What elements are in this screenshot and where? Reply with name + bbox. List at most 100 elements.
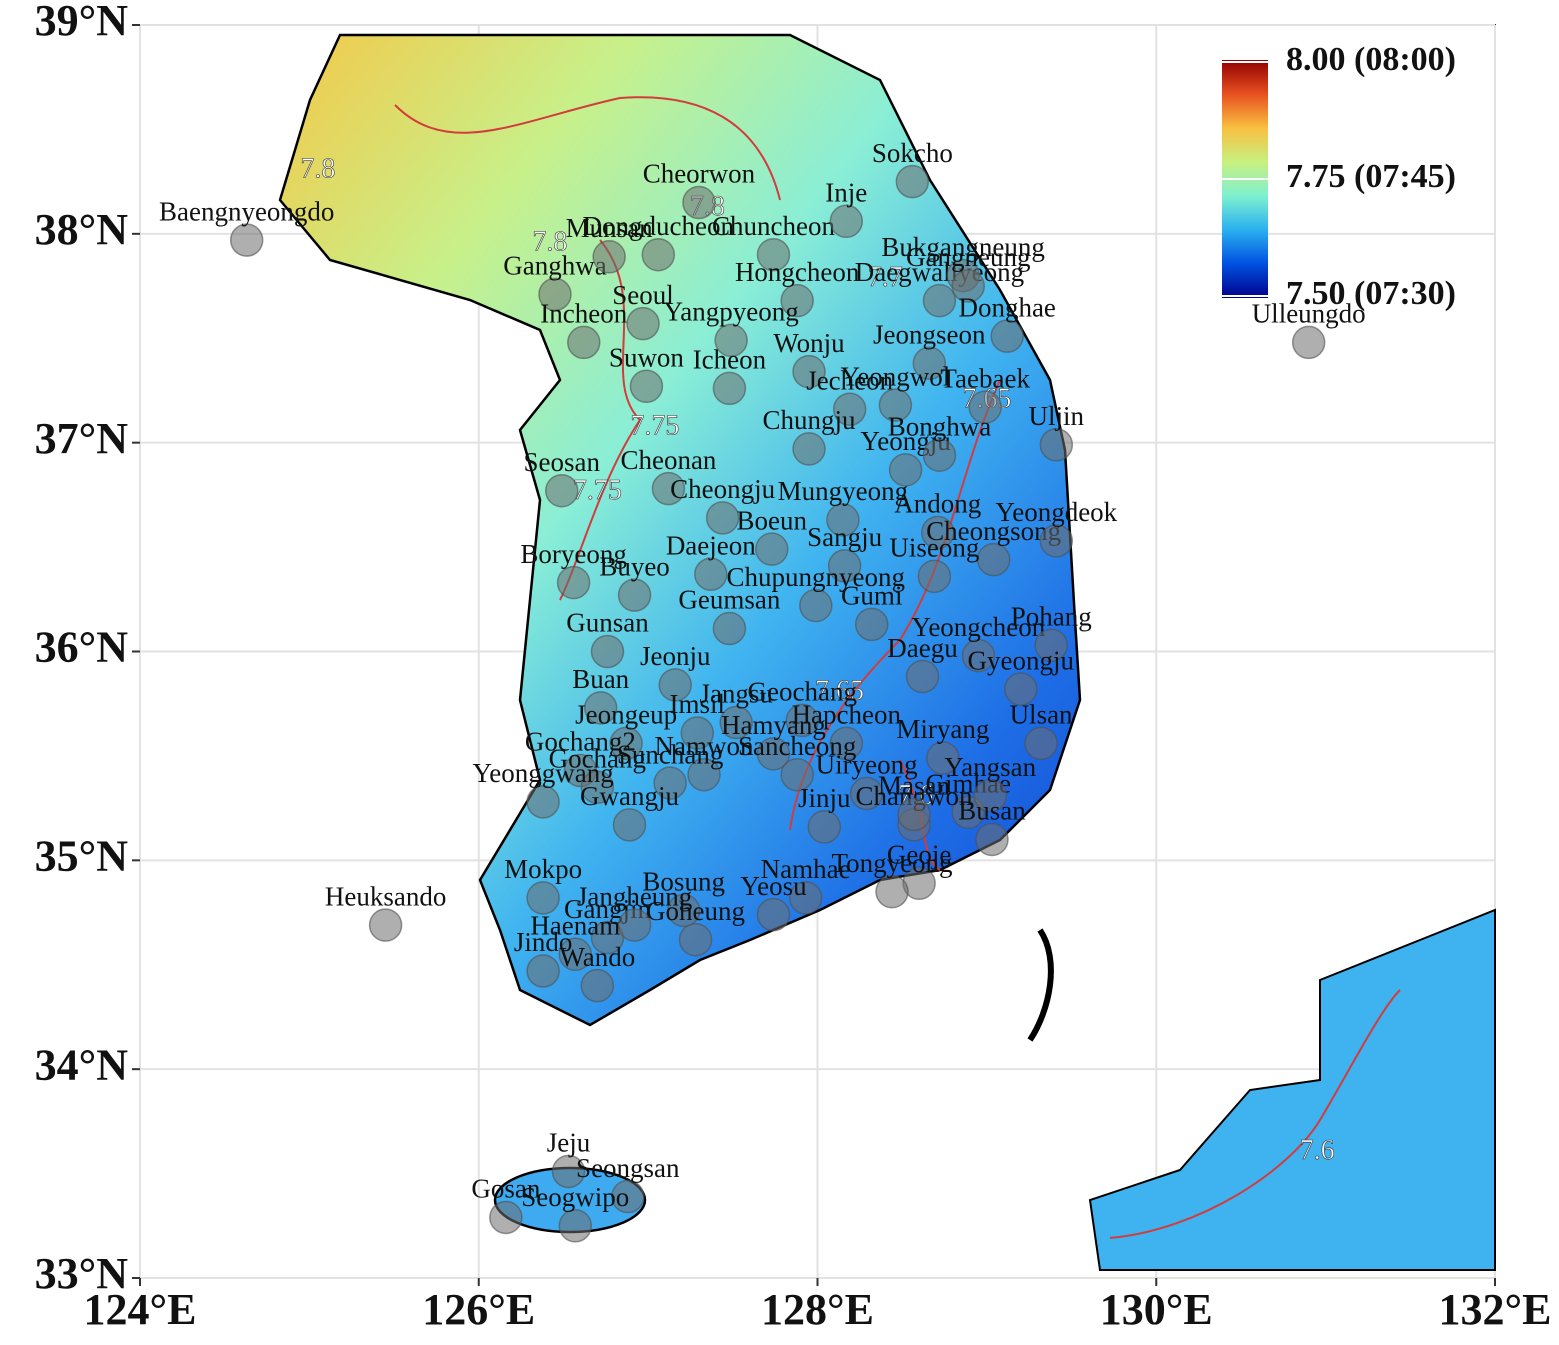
station-label: Icheon	[693, 345, 767, 375]
y-tick-label: 39°N	[35, 0, 129, 45]
station-marker	[368, 908, 403, 942]
station-marker	[756, 237, 791, 272]
station-marker	[687, 757, 721, 792]
station-marker	[580, 968, 615, 1003]
station-marker	[990, 319, 1024, 353]
station-label: Jangheung	[577, 881, 692, 911]
station-marker	[799, 588, 833, 623]
station-marker	[551, 1154, 586, 1189]
station-label: Sokcho	[872, 138, 953, 168]
y-tick-label: 33°N	[35, 1249, 129, 1298]
station-label: Andong	[894, 489, 981, 519]
contour-label: 7.8	[532, 227, 567, 258]
station-label: Chuncheon	[712, 211, 835, 241]
contour-label: 7.75	[630, 410, 679, 441]
station-label: Buan	[572, 664, 629, 694]
contour-label: 7.6	[1300, 1135, 1335, 1166]
station-marker	[526, 881, 560, 915]
station-marker	[976, 542, 1011, 577]
station-marker	[922, 283, 957, 318]
station-marker	[792, 354, 826, 389]
station-label: Sangju	[807, 522, 883, 552]
station-label: Baengnyeongdo	[159, 196, 334, 226]
y-tick-label: 36°N	[35, 623, 129, 672]
station-label: Seosan	[523, 447, 600, 477]
station-label: Busan	[958, 796, 1026, 826]
station-label: Namhae	[761, 854, 851, 884]
station-label: Cheorwon	[643, 159, 756, 189]
station-label: Gwangju	[580, 781, 679, 811]
x-tick-label: 132°E	[1439, 1285, 1552, 1334]
station-label: Miryang	[896, 714, 989, 744]
contour-label: 7.7	[868, 262, 903, 293]
station-label: Inje	[825, 178, 867, 208]
station-marker	[785, 703, 820, 738]
station-label: Seoul	[612, 280, 674, 310]
station-marker	[629, 369, 664, 404]
station-label: Masan	[878, 771, 950, 801]
station-label: Yangpyeong	[663, 297, 798, 327]
y-tick-label: 38°N	[35, 205, 129, 254]
station-marker	[626, 306, 660, 341]
station-marker	[558, 937, 593, 972]
station-label: Yeongwol	[841, 361, 951, 391]
colorbar-label: 7.75 (07:45)	[1286, 158, 1456, 195]
station-label: Geoje	[887, 840, 951, 870]
station-label: Buyeo	[599, 551, 670, 581]
station-label: Bosung	[642, 867, 725, 897]
station-marker	[712, 611, 747, 646]
station-marker	[580, 770, 615, 804]
station-marker	[680, 716, 714, 750]
station-label: Donghae	[958, 292, 1055, 322]
station-marker	[651, 471, 686, 506]
station-marker	[756, 737, 791, 771]
station-label: Ulleungdo	[1252, 299, 1366, 329]
station-label: Mungyeong	[778, 476, 909, 506]
station-label: Gosan	[471, 1174, 540, 1204]
station-marker	[1024, 726, 1058, 761]
station-marker	[719, 705, 753, 740]
station-marker	[1004, 672, 1038, 706]
station-label: Hongcheon	[735, 257, 860, 287]
station-label: Sancheong	[738, 731, 856, 761]
station-marker	[556, 565, 591, 600]
colorbar-label: 8.00 (08:00)	[1286, 41, 1456, 78]
station-label: Uljin	[1029, 401, 1085, 431]
station-label: Yeongcheon	[912, 612, 1046, 642]
station-marker	[849, 776, 884, 811]
station-marker	[829, 726, 864, 761]
station-marker	[756, 897, 791, 932]
station-label: Jeongseon	[873, 320, 986, 350]
y-tick-label: 37°N	[35, 414, 129, 463]
station-label: Gunsan	[566, 608, 649, 638]
station-label: Uiryeong	[816, 750, 918, 780]
station-label: Suwon	[609, 342, 685, 372]
station-marker	[1291, 325, 1326, 360]
station-marker	[714, 323, 748, 358]
station-marker	[968, 390, 1002, 424]
station-label: Cheongsong	[926, 516, 1061, 546]
station-marker	[875, 874, 909, 909]
x-tick-label: 126°E	[422, 1285, 535, 1334]
station-marker	[827, 549, 862, 583]
station-label: Daejeon	[666, 530, 756, 560]
station-label: Gangneung	[906, 242, 1030, 272]
station-label: Taebaek	[940, 363, 1030, 393]
station-marker	[905, 659, 940, 694]
y-tick-label: 34°N	[35, 1040, 129, 1089]
station-label: Jindo	[514, 927, 573, 957]
station-marker	[975, 822, 1009, 857]
station-label: Gochang2	[525, 727, 636, 757]
station-marker	[666, 893, 701, 928]
station-label: Pohang	[1011, 601, 1092, 631]
station-marker	[653, 766, 687, 800]
station-marker	[526, 785, 560, 819]
station-label: Sunchang	[617, 739, 723, 769]
station-marker	[780, 757, 814, 792]
station-marker	[878, 388, 913, 422]
station-label: Bonghwa	[888, 411, 992, 441]
x-tick-label: 124°E	[84, 1285, 197, 1334]
contour-label: 7.65	[815, 676, 864, 707]
station-marker	[712, 371, 747, 406]
